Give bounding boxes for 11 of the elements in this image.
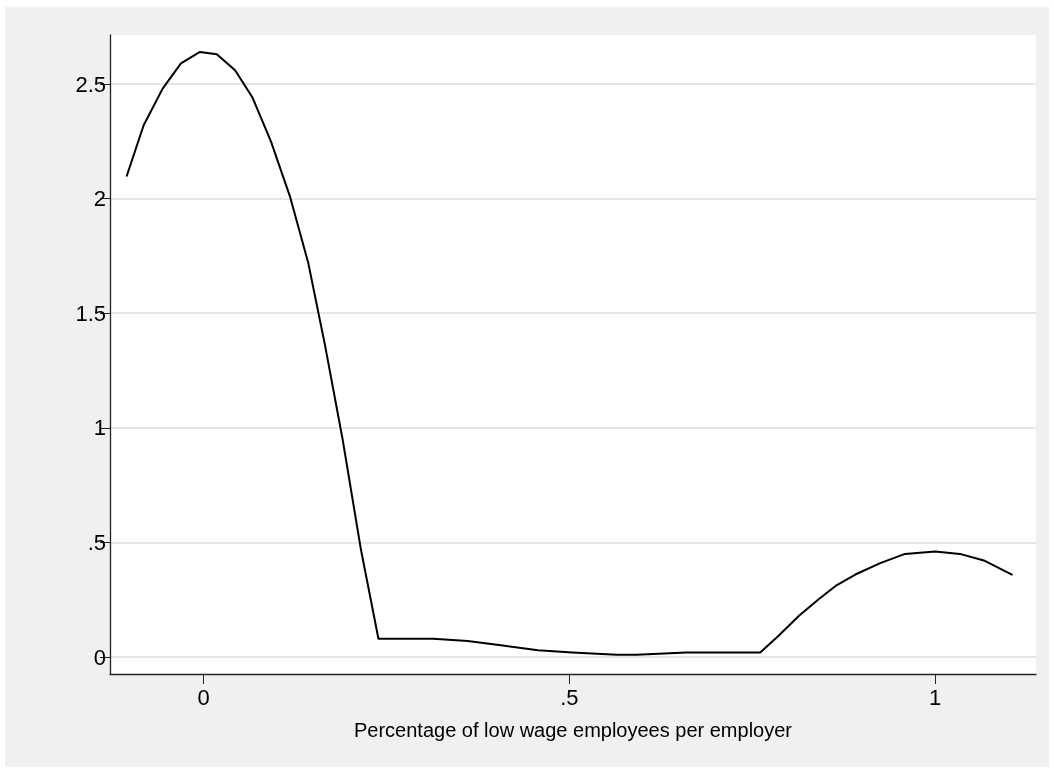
y-tick-label: 1.5 (75, 300, 106, 326)
x-tick-label: 1 (928, 684, 942, 710)
x-tick-label: .5 (560, 684, 579, 710)
x-tick-label: 0 (197, 684, 210, 710)
y-tick-label: 0 (93, 644, 106, 670)
y-tick-label: 2.5 (75, 71, 106, 97)
y-tick-label: .5 (87, 529, 106, 555)
y-tick-label: 2 (93, 186, 106, 212)
x-axis-title: Percentage of low wage employees per employer (353, 719, 793, 741)
y-tick-label: 1 (93, 415, 106, 441)
line-series (125, 50, 1013, 656)
